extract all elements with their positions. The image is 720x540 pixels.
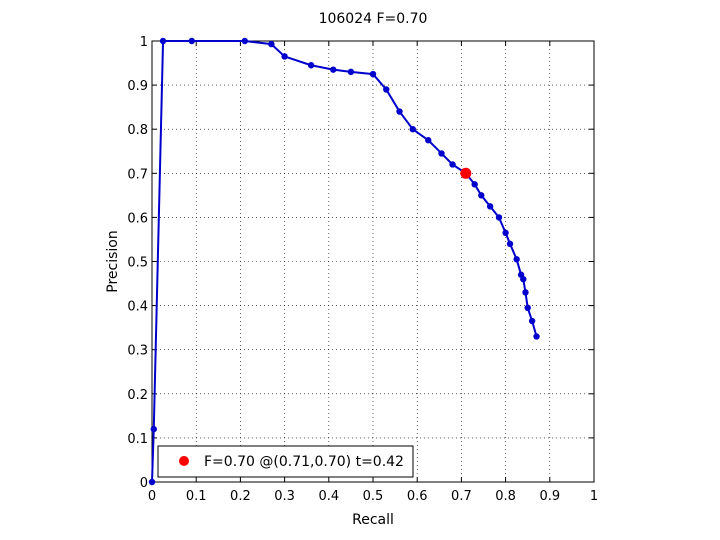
series-point [150,425,157,433]
legend-label: F=0.70 @(0.71,0.70) t=0.42 [204,454,404,470]
x-axis-title: Recall [352,512,394,528]
y-tick-label: 0.7 [127,167,148,182]
y-axis: 0 0.1 0.2 0.3 0.4 0.5 0.6 0.7 0.8 0.9 1 [127,35,594,491]
x-tick-label: 0.2 [230,489,251,504]
series-point [383,86,390,93]
series-point [471,181,478,188]
series-point [438,150,445,157]
series-point [520,275,527,283]
series-point [396,108,403,115]
x-tick-label: 0.9 [539,489,560,504]
x-tick-label: 0.8 [495,489,516,504]
series-point [449,161,456,168]
series-point [425,137,432,144]
best-f-point [460,167,472,179]
series-point [528,317,536,325]
x-tick-label: 1 [590,489,598,504]
y-tick-label: 0.9 [127,79,148,94]
y-tick-label: 0.8 [127,123,148,138]
series-point [506,240,514,248]
x-tick-label: 0.5 [363,489,384,504]
legend-marker [179,456,189,466]
x-tick-label: 0.4 [318,489,339,504]
series-point [522,289,529,296]
x-tick-label: 0 [148,489,156,504]
y-tick-label: 0 [140,476,148,491]
y-tick-label: 0.1 [127,432,148,447]
series-point [159,37,167,45]
y-tick-label: 0.2 [127,388,148,403]
series-point [478,192,485,199]
y-tick-label: 1 [140,35,148,50]
x-tick-label: 0.6 [407,489,428,504]
series-point [347,68,355,76]
series-point [513,256,520,263]
series-point [486,203,494,210]
legend: F=0.70 @(0.71,0.70) t=0.42 [157,445,414,478]
series-point [495,214,503,221]
series-point [241,37,249,45]
y-tick-label: 0.6 [127,211,148,226]
y-tick-label: 0.4 [127,300,148,315]
series-point [524,304,531,312]
series-point [281,53,288,60]
legend-box [157,445,414,478]
y-tick-label: 0.5 [127,256,148,271]
series-point [188,37,195,45]
y-tick-label: 0.3 [127,344,148,359]
series-point [369,70,377,78]
series-point [307,62,315,69]
x-tick-label: 0.1 [186,489,207,504]
series-layer [148,37,540,486]
grid [152,41,594,482]
series-point [533,333,540,340]
series-point [502,229,509,237]
series-point [268,40,275,48]
x-tick-label: 0.7 [451,489,472,504]
chart-title: 106024 F=0.70 [319,11,428,27]
highlight-layer [460,167,472,179]
x-tick-label: 0.3 [274,489,295,504]
series-point [330,66,337,73]
series-point [148,478,156,486]
series-point [409,126,416,133]
x-axis: 0 0.1 0.2 0.3 0.4 0.5 0.6 0.7 0.8 0.9 1 [148,41,598,504]
y-axis-title: Precision [105,230,121,292]
